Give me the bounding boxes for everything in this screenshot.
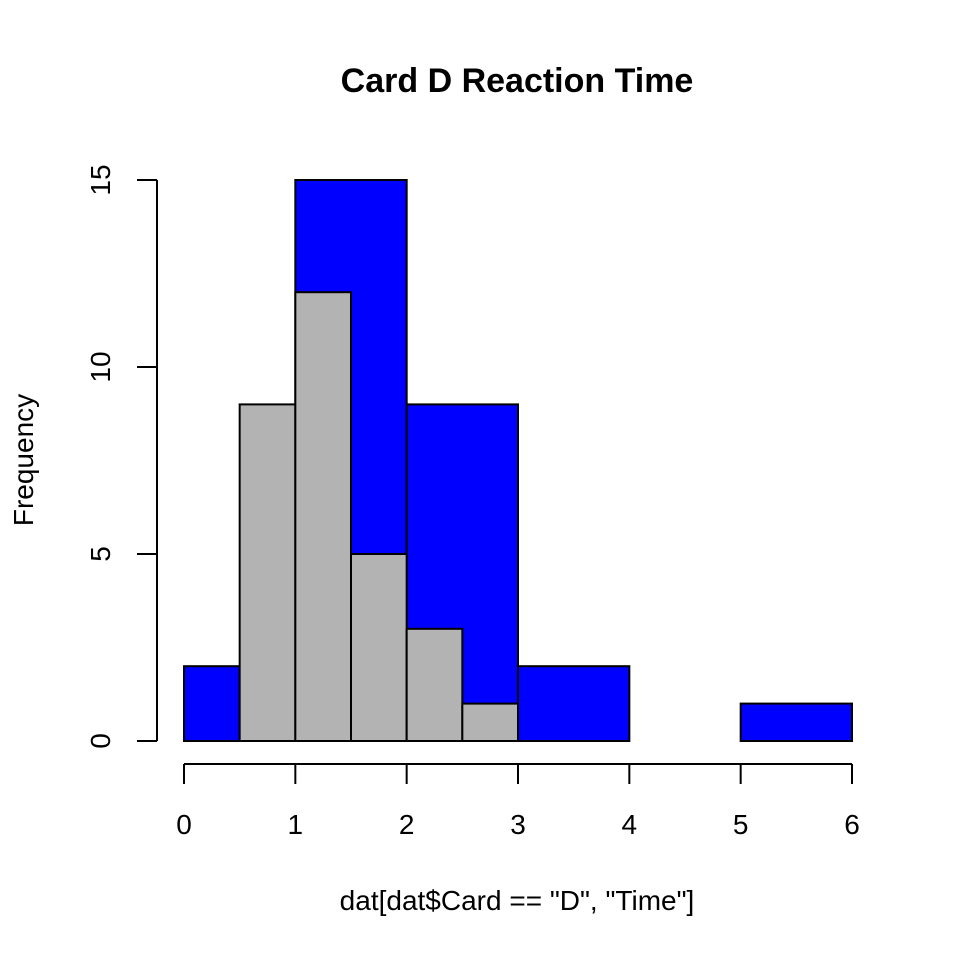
bar-series2-4 [461,702,520,742]
x-tick-label: 5 [733,809,749,840]
chart-title: Card D Reaction Time [341,62,694,100]
y-tick-label: 0 [85,733,116,749]
x-tick-label: 0 [176,809,192,840]
x-tick-label: 6 [844,809,860,840]
bar-series2-0 [238,403,297,742]
bar-series2-2 [350,553,408,742]
x-tick-label: 1 [288,809,304,840]
bar-series1-3 [517,665,631,743]
y-axis-label: Frequency [8,394,39,526]
bar-series2-3 [405,627,464,742]
y-axis: 0 5 10 15 [85,164,158,749]
y-tick-label: 15 [85,164,116,195]
y-tick-label: 10 [85,351,116,382]
bar-series1-5 [739,702,854,742]
bars-group [183,179,854,743]
y-tick-label: 5 [85,546,116,562]
x-tick-label: 2 [399,809,415,840]
x-tick-label: 3 [510,809,526,840]
bar-series2-1 [294,291,353,742]
x-tick-label: 4 [622,809,638,840]
x-axis: 0 1 2 3 4 5 6 [176,763,860,840]
x-axis-label: dat[dat$Card == "D", "Time"] [340,885,695,916]
bar-series1-0 [183,665,241,743]
